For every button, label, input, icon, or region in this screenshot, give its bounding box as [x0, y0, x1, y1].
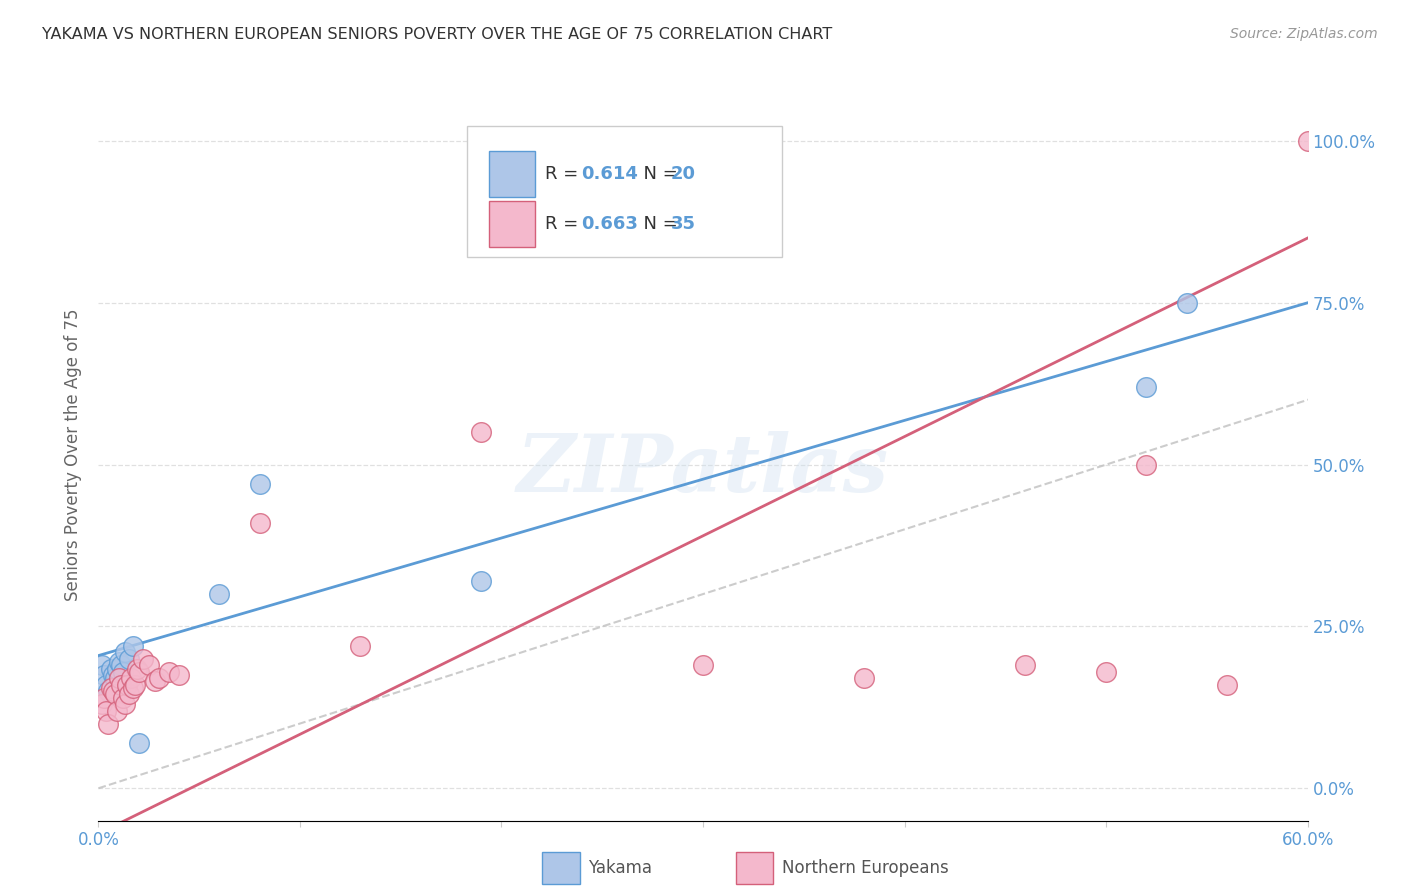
Text: 0.614: 0.614	[581, 165, 638, 183]
Point	[1175, 295, 1198, 310]
Point	[118, 687, 141, 701]
Point	[103, 671, 125, 685]
Point	[132, 652, 155, 666]
Point	[470, 425, 492, 440]
Point	[125, 661, 148, 675]
Text: R =: R =	[544, 165, 583, 183]
Text: 20: 20	[671, 165, 696, 183]
FancyBboxPatch shape	[489, 151, 534, 197]
Point	[143, 674, 166, 689]
Point	[101, 668, 124, 682]
Point	[128, 736, 150, 750]
Point	[111, 665, 134, 679]
Text: Source: ZipAtlas.com: Source: ZipAtlas.com	[1230, 27, 1378, 41]
Point	[167, 668, 190, 682]
Point	[114, 645, 136, 659]
FancyBboxPatch shape	[467, 126, 782, 258]
Point	[96, 704, 118, 718]
FancyBboxPatch shape	[489, 202, 534, 247]
FancyBboxPatch shape	[543, 852, 579, 884]
Text: 0.663: 0.663	[581, 215, 638, 234]
Text: 35: 35	[671, 215, 696, 234]
Point	[103, 687, 125, 701]
Point	[1095, 665, 1118, 679]
Point	[118, 652, 141, 666]
Text: N =: N =	[631, 165, 683, 183]
Point	[110, 678, 132, 692]
Point	[692, 658, 714, 673]
Point	[115, 678, 138, 692]
Point	[111, 690, 134, 705]
Point	[110, 658, 132, 673]
Point	[470, 574, 492, 589]
Point	[121, 639, 143, 653]
Point	[97, 684, 120, 698]
Point	[128, 665, 150, 679]
Point	[208, 587, 231, 601]
Point	[105, 704, 128, 718]
Text: Yakama: Yakama	[588, 859, 652, 877]
Point	[1014, 658, 1036, 673]
Point	[100, 681, 122, 695]
Point	[114, 697, 136, 711]
Point	[120, 671, 142, 685]
Point	[91, 658, 114, 673]
Y-axis label: Seniors Poverty Over the Age of 75: Seniors Poverty Over the Age of 75	[65, 309, 83, 601]
FancyBboxPatch shape	[735, 852, 773, 884]
Text: ZIPatlas: ZIPatlas	[517, 431, 889, 508]
Point	[96, 678, 118, 692]
Point	[349, 639, 371, 653]
Text: N =: N =	[631, 215, 683, 234]
Point	[853, 671, 876, 685]
Point	[93, 690, 115, 705]
Point	[1216, 678, 1239, 692]
Point	[105, 661, 128, 675]
Point	[100, 661, 122, 675]
Point	[97, 716, 120, 731]
Point	[107, 671, 129, 685]
Point	[138, 658, 160, 673]
Point	[124, 678, 146, 692]
Point	[249, 477, 271, 491]
Point	[101, 684, 124, 698]
Point	[157, 665, 180, 679]
Point	[107, 655, 129, 669]
Point	[91, 697, 114, 711]
Text: Northern Europeans: Northern Europeans	[782, 859, 948, 877]
Text: YAKAMA VS NORTHERN EUROPEAN SENIORS POVERTY OVER THE AGE OF 75 CORRELATION CHART: YAKAMA VS NORTHERN EUROPEAN SENIORS POVE…	[42, 27, 832, 42]
Text: R =: R =	[544, 215, 583, 234]
Point	[148, 671, 170, 685]
Point	[1135, 458, 1157, 472]
Point	[121, 681, 143, 695]
Point	[1135, 380, 1157, 394]
Point	[1296, 134, 1319, 148]
Point	[249, 516, 271, 530]
Point	[93, 668, 115, 682]
